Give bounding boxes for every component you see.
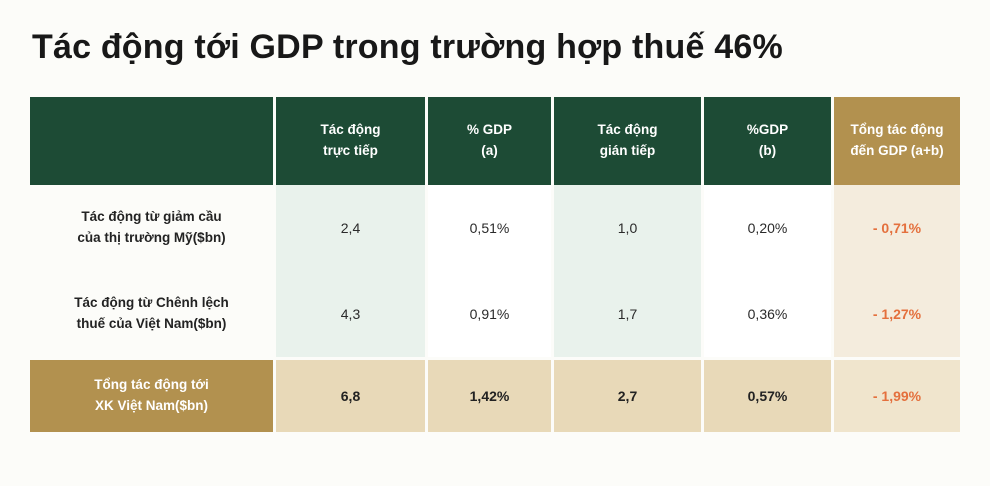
header-gdp-b: %GDP (b) xyxy=(704,97,834,185)
footer-indirect-impact: 2,7 xyxy=(554,357,704,432)
cell-gdp-a: 0,51% xyxy=(428,185,554,271)
cell-gdp-b: 0,36% xyxy=(704,271,834,357)
cell-direct-impact: 4,3 xyxy=(276,271,428,357)
cell-indirect-impact: 1,7 xyxy=(554,271,704,357)
table-footer-row: Tổng tác động tới XK Việt Nam($bn) 6,8 1… xyxy=(30,357,960,432)
header-indirect-impact: Tác động gián tiếp xyxy=(554,97,704,185)
header-total-impact: Tổng tác động đến GDP (a+b) xyxy=(834,97,960,185)
table-header-row: Tác động trực tiếp % GDP (a) Tác động gi… xyxy=(30,97,960,185)
cell-total-impact: - 1,27% xyxy=(834,271,960,357)
page-title: Tác động tới GDP trong trường hợp thuế 4… xyxy=(32,28,783,66)
row-label: Tác động từ Chênh lệch thuế của Việt Nam… xyxy=(30,271,276,357)
footer-direct-impact: 6,8 xyxy=(276,357,428,432)
footer-total-impact: - 1,99% xyxy=(834,357,960,432)
header-gdp-a: % GDP (a) xyxy=(428,97,554,185)
footer-label: Tổng tác động tới XK Việt Nam($bn) xyxy=(30,357,276,432)
footer-gdp-a: 1,42% xyxy=(428,357,554,432)
table-row-tariff-gap: Tác động từ Chênh lệch thuế của Việt Nam… xyxy=(30,271,960,357)
cell-indirect-impact: 1,0 xyxy=(554,185,704,271)
row-label: Tác động từ giảm cầu của thị trường Mỹ($… xyxy=(30,185,276,271)
cell-direct-impact: 2,4 xyxy=(276,185,428,271)
footer-gdp-b: 0,57% xyxy=(704,357,834,432)
cell-gdp-b: 0,20% xyxy=(704,185,834,271)
cell-gdp-a: 0,91% xyxy=(428,271,554,357)
cell-total-impact: - 0,71% xyxy=(834,185,960,271)
table-row-us-demand: Tác động từ giảm cầu của thị trường Mỹ($… xyxy=(30,185,960,271)
header-direct-impact: Tác động trực tiếp xyxy=(276,97,428,185)
gdp-impact-table: Tác động trực tiếp % GDP (a) Tác động gi… xyxy=(30,97,960,432)
header-empty-cell xyxy=(30,97,276,185)
